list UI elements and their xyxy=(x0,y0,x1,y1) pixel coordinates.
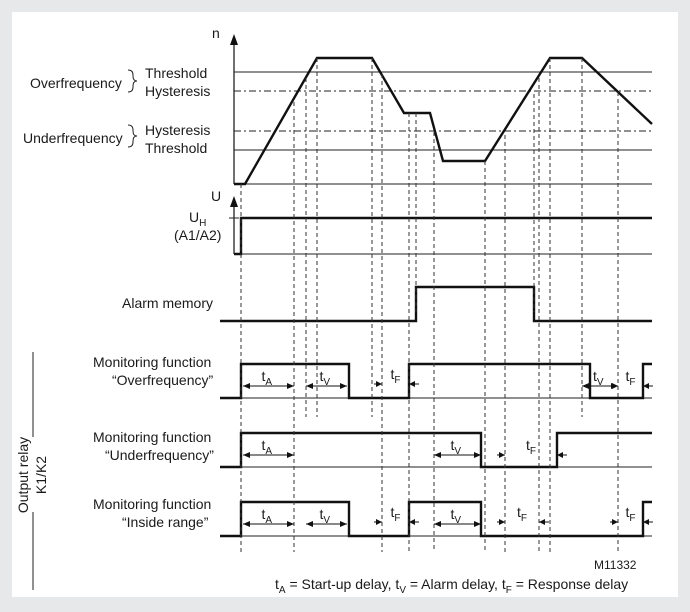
timing-arrowhead xyxy=(539,519,545,525)
timing-annotation-tf: tF xyxy=(374,504,419,525)
alarm-memory-label: Alarm memory xyxy=(122,295,213,311)
underfrequency-relay-signal xyxy=(220,431,652,469)
timing-arrowhead xyxy=(376,519,382,525)
timing-arrowhead xyxy=(306,383,313,389)
timing-annotation-ta: tA xyxy=(243,368,294,389)
timing-arrowhead xyxy=(243,452,250,458)
timing-arrowhead xyxy=(287,383,294,389)
overfrequency-threshold-label: Threshold xyxy=(145,65,207,81)
timing-annotation-tf: tF xyxy=(610,368,653,389)
timing-arrowhead xyxy=(643,519,649,525)
timing-annotation-tf: tF xyxy=(497,437,567,458)
timing-arrowhead xyxy=(499,519,505,525)
timing-arrowhead xyxy=(582,383,589,389)
timing-arrowhead xyxy=(409,519,415,525)
timing-annotation-ta: tA xyxy=(243,506,294,527)
alarm-memory-section: Alarm memory xyxy=(122,285,652,323)
u-axis-label: U xyxy=(211,188,221,204)
timing-arrowhead xyxy=(434,452,441,458)
underfrequency-hysteresis-label: Hysteresis xyxy=(145,122,210,138)
timing-label-ta: tA xyxy=(262,437,273,457)
timing-arrowhead xyxy=(340,383,347,389)
overfrequency-monitoring-row: Monitoring function “Overfrequency” xyxy=(93,354,652,400)
underfrequency-monitoring-label-1: Monitoring function xyxy=(93,429,211,445)
n-axis-arrow xyxy=(230,34,238,45)
timing-label-tf: tF xyxy=(391,366,401,386)
inside-range-monitoring-label-2: “Inside range” xyxy=(122,514,209,530)
timing-annotation-tf: tF xyxy=(497,504,549,525)
timing-label-tv: tV xyxy=(593,368,604,388)
timing-arrowhead xyxy=(499,452,505,458)
diagram-panel: n Overfrequency Threshold Hysteresis Und… xyxy=(12,12,678,597)
supply-voltage-section: U UH (A1/A2) xyxy=(174,188,652,256)
timing-arrowhead xyxy=(287,521,294,527)
timing-arrowhead xyxy=(612,519,618,525)
underfrequency-label: Underfrequency xyxy=(23,130,123,146)
output-relay-label: Output relay xyxy=(15,437,31,513)
timing-arrowhead xyxy=(643,383,649,389)
timing-annotations: tA tV tF tV tF tA tV tF tA tV tF tV tF tF xyxy=(243,366,653,527)
timing-label-tf: tF xyxy=(526,437,536,457)
timing-annotation-tf: tF xyxy=(374,366,419,387)
timing-arrowhead xyxy=(340,521,347,527)
timing-label-tv: tV xyxy=(320,368,331,388)
uh-pins-label: (A1/A2) xyxy=(174,227,221,243)
timing-annotation-tv: tV xyxy=(306,368,347,389)
timing-arrowhead xyxy=(434,521,441,527)
timing-annotation-ta: tA xyxy=(243,437,294,458)
frequency-section: n Overfrequency Threshold Hysteresis Und… xyxy=(23,25,653,186)
timing-diagram: n Overfrequency Threshold Hysteresis Und… xyxy=(15,25,653,596)
underfrequency-monitoring-label-2: “Underfrequency” xyxy=(105,447,214,463)
timing-arrowhead xyxy=(376,381,382,387)
timing-label-ta: tA xyxy=(262,368,273,388)
overfrequency-monitoring-label-1: Monitoring function xyxy=(93,354,211,370)
timing-arrowhead xyxy=(474,452,481,458)
timing-annotation-tf: tF xyxy=(610,504,653,525)
timing-arrowhead xyxy=(306,521,313,527)
time-markers xyxy=(240,58,619,552)
timing-label-tf: tF xyxy=(626,368,636,388)
timing-label-tf: tF xyxy=(517,504,527,524)
overfrequency-hysteresis-label: Hysteresis xyxy=(145,83,210,99)
u-axis-arrow xyxy=(230,196,238,207)
underfrequency-brace xyxy=(127,124,138,148)
timing-annotation-tv: tV xyxy=(434,506,481,527)
output-relay-label-2: K1/K2 xyxy=(33,456,49,494)
overfrequency-brace xyxy=(127,69,138,93)
timing-arrowhead xyxy=(474,521,481,527)
timing-arrowhead xyxy=(409,381,415,387)
timing-arrowhead xyxy=(612,383,618,389)
timing-arrowhead xyxy=(287,452,294,458)
overfrequency-monitoring-label-2: “Overfrequency” xyxy=(112,372,213,388)
timing-label-ta: tA xyxy=(262,506,273,526)
timing-annotation-tv: tV xyxy=(434,437,481,458)
timing-arrowhead xyxy=(243,521,250,527)
output-relay-group: Output relay K1/K2 xyxy=(15,352,49,590)
alarm-memory-signal xyxy=(220,285,652,323)
n-axis-label: n xyxy=(212,25,220,41)
overfrequency-relay-signal xyxy=(220,362,652,400)
timing-arrowhead xyxy=(243,383,250,389)
delay-legend: tA = Start-up delay, tV = Alarm delay, t… xyxy=(275,576,628,596)
timing-annotation-tv: tV xyxy=(306,506,347,527)
timing-arrowhead xyxy=(557,452,563,458)
inside-range-monitoring-row: Monitoring function “Inside range” xyxy=(93,496,652,538)
figure-id: M11332 xyxy=(594,558,637,572)
timing-label-tf: tF xyxy=(626,504,636,524)
underfrequency-monitoring-row: Monitoring function “Underfrequency” xyxy=(93,429,652,469)
timing-label-tv: tV xyxy=(451,437,462,457)
timing-label-tv: tV xyxy=(320,506,331,526)
inside-range-monitoring-label-1: Monitoring function xyxy=(93,496,211,512)
uh-label: UH xyxy=(189,209,206,229)
timing-label-tf: tF xyxy=(391,504,401,524)
frequency-curve xyxy=(234,56,653,186)
supply-voltage-signal xyxy=(234,216,652,256)
overfrequency-label: Overfrequency xyxy=(30,75,122,91)
inside-range-relay-signal xyxy=(220,500,652,538)
underfrequency-threshold-label: Threshold xyxy=(145,140,207,156)
timing-label-tv: tV xyxy=(451,506,462,526)
